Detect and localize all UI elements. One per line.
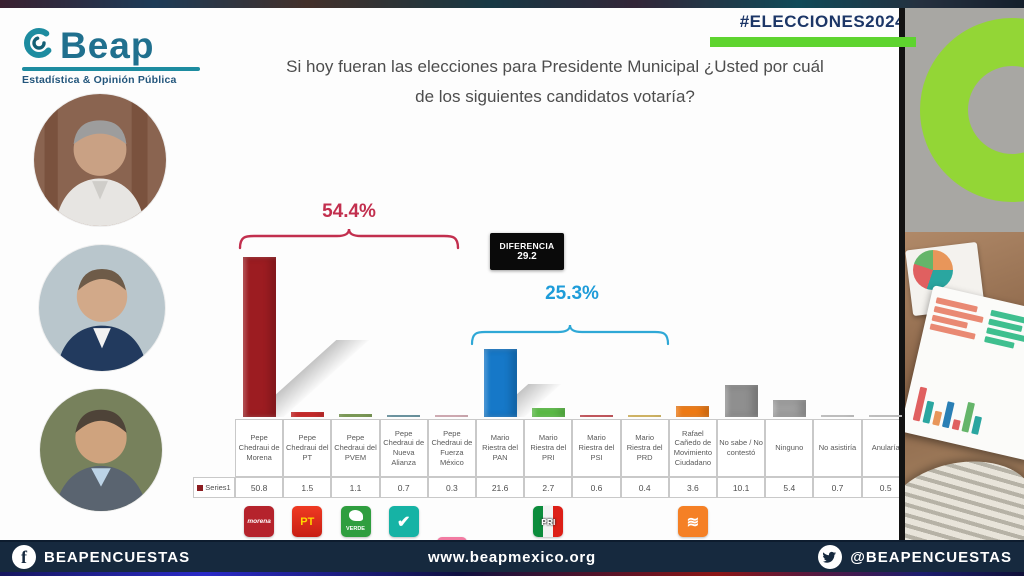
morena-logo-label: morena — [247, 518, 271, 525]
video-top-strip — [0, 0, 1024, 8]
panal-party-logo — [388, 506, 419, 537]
pie-chart-thumbnail — [913, 250, 953, 290]
video-bottom-strip — [0, 572, 1024, 576]
pvem-logo-label: VERDE — [346, 525, 365, 532]
facebook-icon: f — [12, 545, 36, 569]
beap-tagline: Estadística & Opinión Pública — [22, 74, 177, 86]
category-cell: Ninguno — [765, 419, 814, 477]
beap-wordmark: Beap — [60, 25, 155, 66]
category-cell: No asistiría — [813, 419, 862, 477]
pvem-party-logo: VERDE — [340, 506, 371, 537]
survey-question-line1: Si hoy fueran las elecciones para Presid… — [286, 57, 824, 76]
value-cell: 0.3 — [427, 477, 476, 498]
value-cell: 5.4 — [765, 477, 814, 498]
vertical-divider — [899, 8, 905, 540]
bar-6 — [483, 348, 517, 417]
pri-logo-label: PRI — [541, 516, 556, 527]
category-cell: Mario Riestra del PSI — [572, 419, 621, 477]
category-cell: No sabe / No contestó — [717, 419, 766, 477]
twitter-icon — [818, 545, 843, 569]
side-photo-strip — [905, 8, 1024, 540]
value-cell: 0.7 — [813, 477, 862, 498]
beap-swirl-icon — [22, 26, 56, 65]
twitter-handle: @BEAPENCUESTAS — [850, 548, 1012, 566]
difference-value: 29.2 — [517, 251, 537, 262]
pri-party-logo: PRI — [533, 506, 564, 537]
bar-13 — [821, 414, 854, 417]
group-left-percentage: 54.4% — [322, 201, 376, 222]
value-cell: 10.1 — [717, 477, 766, 498]
bar-5 — [435, 415, 469, 417]
hashtag-underline-bar — [710, 37, 916, 47]
value-cell: 2.7 — [524, 477, 573, 498]
bar-11 — [724, 385, 758, 417]
mini-bar-chart — [912, 381, 987, 435]
candidate-photo-pepe-chedraui — [34, 94, 166, 226]
category-cell: Mario Riestra del PRI — [524, 419, 573, 477]
beap-logo: Beap Estadística & Opinión Pública — [22, 26, 212, 86]
value-cell: 21.6 — [476, 477, 525, 498]
value-cell: 1.5 — [283, 477, 332, 498]
category-cell: Pepe Chedraui de Nueva Alianza — [379, 419, 428, 477]
mc-party-logo — [677, 506, 708, 537]
right-bracket — [470, 324, 670, 346]
morena-party-logo: morena — [244, 506, 275, 537]
category-cell: Mario Riestra del PAN — [476, 419, 525, 477]
hashtag-elecciones2024: #ELECCIONES2024 — [739, 12, 905, 31]
difference-title: DIFERENCIA — [499, 241, 555, 251]
survey-question-line2: de los siguientes candidatos votaría? — [415, 87, 695, 106]
pt-party-logo: PT — [292, 506, 323, 537]
value-cell: 50.8 — [235, 477, 284, 498]
tablet-photo — [905, 232, 1024, 540]
bar-8 — [580, 415, 613, 417]
green-ring-logo — [920, 18, 1024, 202]
category-cell: Pepe Chedraui de Fuerza México — [427, 419, 476, 477]
bar-9 — [628, 415, 662, 417]
bar-12 — [772, 399, 806, 417]
value-cell: 3.6 — [668, 477, 717, 498]
bar-7 — [531, 408, 565, 417]
pt-logo-label: PT — [300, 515, 315, 528]
candidate-photo-rafael-canedo — [40, 389, 162, 511]
left-bracket — [238, 228, 460, 250]
bar-14 — [869, 415, 903, 417]
category-cell: Pepe Chedraui del PT — [283, 419, 332, 477]
difference-callout: DIFERENCIA 29.2 — [490, 233, 564, 270]
candidate-photo-mario-riestra — [39, 245, 165, 371]
category-cell: Mario Riestra del PRD — [620, 419, 669, 477]
category-cell: Rafael Cañedo de Movimiento Ciudadano — [668, 419, 717, 477]
bar-2 — [290, 412, 324, 417]
category-cell: Pepe Chedraui del PVEM — [331, 419, 380, 477]
bar-4 — [387, 414, 421, 417]
survey-question: Si hoy fueran las elecciones para Presid… — [215, 52, 895, 112]
green-ring-panel — [905, 8, 1024, 232]
facebook-handle: BEAPENCUESTAS — [44, 548, 191, 566]
category-cell: Pepe Chedraui de Morena — [235, 419, 284, 477]
bar-10 — [676, 405, 710, 417]
value-cell: 0.6 — [572, 477, 621, 498]
value-cell: 1.1 — [331, 477, 380, 498]
bar-1 — [242, 256, 276, 417]
series-legend: Series1 — [193, 477, 235, 498]
value-cell: 0.4 — [620, 477, 669, 498]
beap-rule — [22, 67, 200, 71]
lower-third-bar: www.beapmexico.org f BEAPENCUESTAS @BEAP… — [0, 540, 1024, 572]
bar-3 — [339, 413, 372, 417]
group-right-percentage: 25.3% — [545, 283, 599, 304]
striped-sleeve — [905, 448, 1024, 540]
website-url: www.beapmexico.org — [427, 548, 597, 566]
value-cell: 0.7 — [379, 477, 428, 498]
